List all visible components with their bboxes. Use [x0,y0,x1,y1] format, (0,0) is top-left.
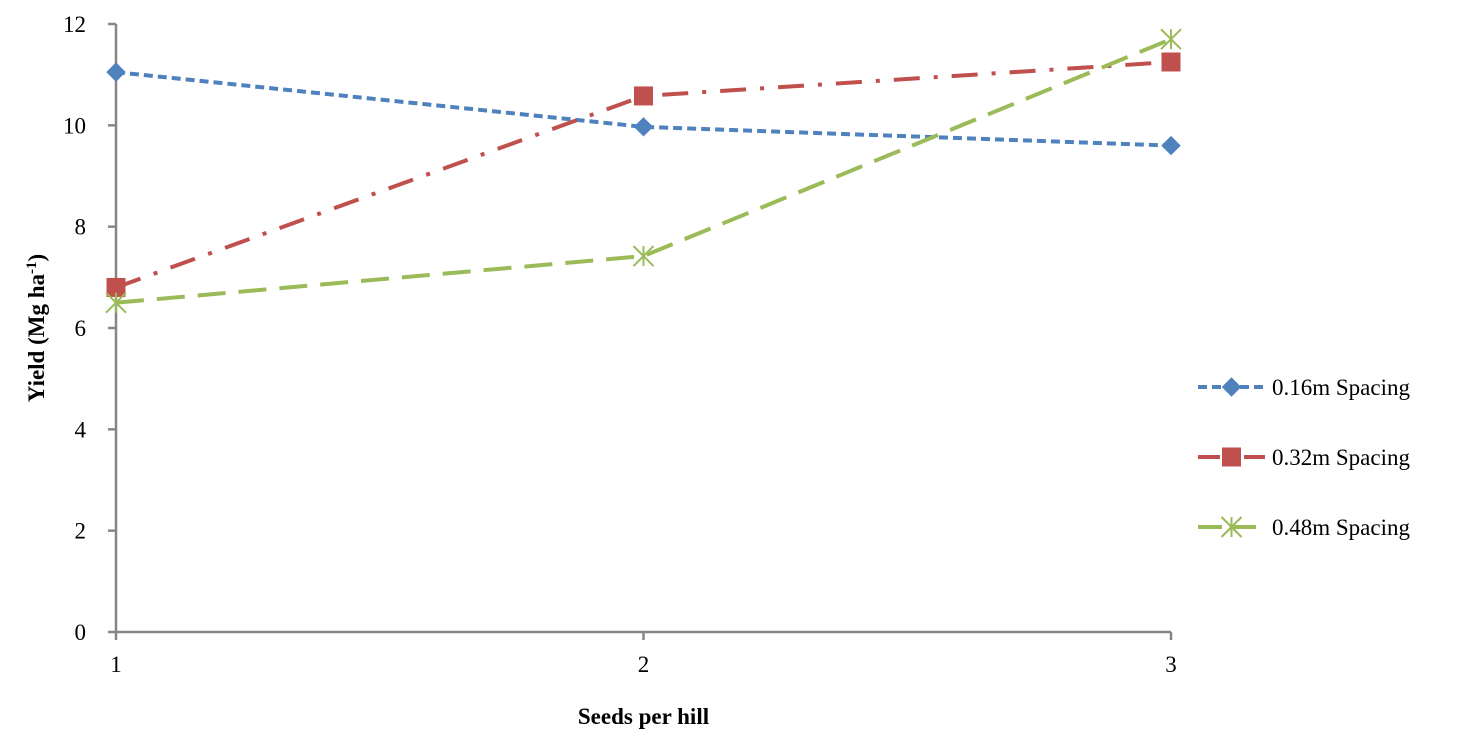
legend-marker [1220,516,1243,538]
legend-label: 0.16m Spacing [1272,375,1410,400]
x-ticks: 1 2 3 [110,632,1177,677]
data-point [1161,52,1181,72]
y-tick-label: 10 [63,113,86,138]
y-axis-title: Yield (Mg ha-1) [24,254,49,402]
legend-item: 0.16m Spacing [1198,375,1410,400]
legend-marker [1221,377,1242,397]
series-layer [105,28,1182,314]
y-tick-label: 8 [75,215,87,240]
x-tick-label: 1 [110,652,122,677]
y-tick-label: 0 [75,620,87,645]
series-line [115,70,1172,148]
series-1 [106,62,1181,156]
x-tick-label: 3 [1165,652,1177,677]
x-tick-label: 2 [638,652,650,677]
legend-item: 0.32m Spacing [1198,445,1410,470]
series-2 [106,52,1181,297]
data-point [633,117,654,137]
y-tick-label: 6 [75,316,87,341]
legend: 0.16m Spacing 0.32m Spacing 0.48m Spacing [1198,375,1410,540]
data-point [1160,28,1182,50]
x-axis-title: Seeds per hill [578,704,709,729]
y-tick-label: 4 [75,417,87,442]
data-point [632,245,655,267]
series-3 [105,28,1182,314]
series-line [115,60,1172,290]
y-axis-title-main: Yield (Mg ha [24,273,49,402]
y-axis-title-superscript: -1 [24,261,40,274]
y-axis-title-suffix: ) [24,254,49,262]
legend-label: 0.48m Spacing [1272,515,1410,540]
data-point [634,86,653,106]
series-line [115,37,1172,305]
data-point [106,62,126,82]
data-point [105,291,127,314]
y-ticks: 0 2 4 6 8 10 12 [63,12,116,645]
legend-marker [1222,447,1241,467]
legend-item: 0.48m Spacing [1198,515,1410,540]
y-tick-label: 12 [63,12,86,37]
legend-label: 0.32m Spacing [1272,445,1410,470]
y-tick-label: 2 [75,519,87,544]
data-point [1161,135,1181,156]
